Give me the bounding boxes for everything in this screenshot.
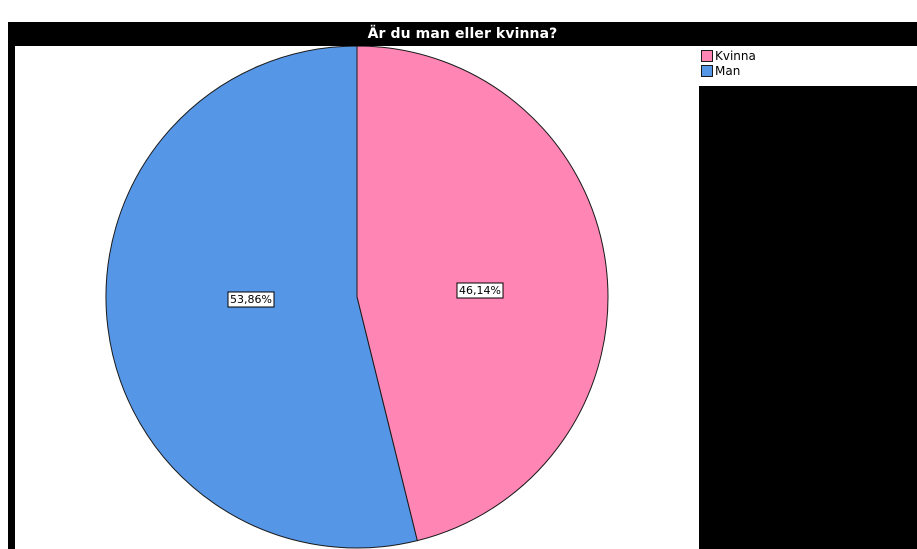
- data-label-box-man: [227, 291, 275, 308]
- data-label-text-man: 53,86%: [230, 293, 272, 306]
- data-label-man: 53,86%: [227, 291, 275, 308]
- left-frame: [8, 22, 15, 549]
- data-label-box-kvinna: [456, 282, 504, 299]
- chart-title-bar: Är du man eller kvinna?: [8, 22, 917, 46]
- legend-label-kvinna: Kvinna: [715, 49, 756, 63]
- legend-swatch-kvinna: [701, 50, 713, 62]
- legend-background: [699, 86, 917, 549]
- legend-label-man: Man: [715, 64, 741, 78]
- chart-title: Är du man eller kvinna?: [367, 26, 558, 42]
- legend-item-man: Man: [701, 64, 740, 78]
- legend: Kvinna Man: [699, 46, 917, 86]
- legend-swatch-man: [701, 65, 713, 77]
- data-label-text-kvinna: 46,14%: [459, 284, 501, 297]
- data-label-kvinna: 46,14%: [456, 282, 504, 299]
- legend-item-kvinna: Kvinna: [701, 49, 756, 63]
